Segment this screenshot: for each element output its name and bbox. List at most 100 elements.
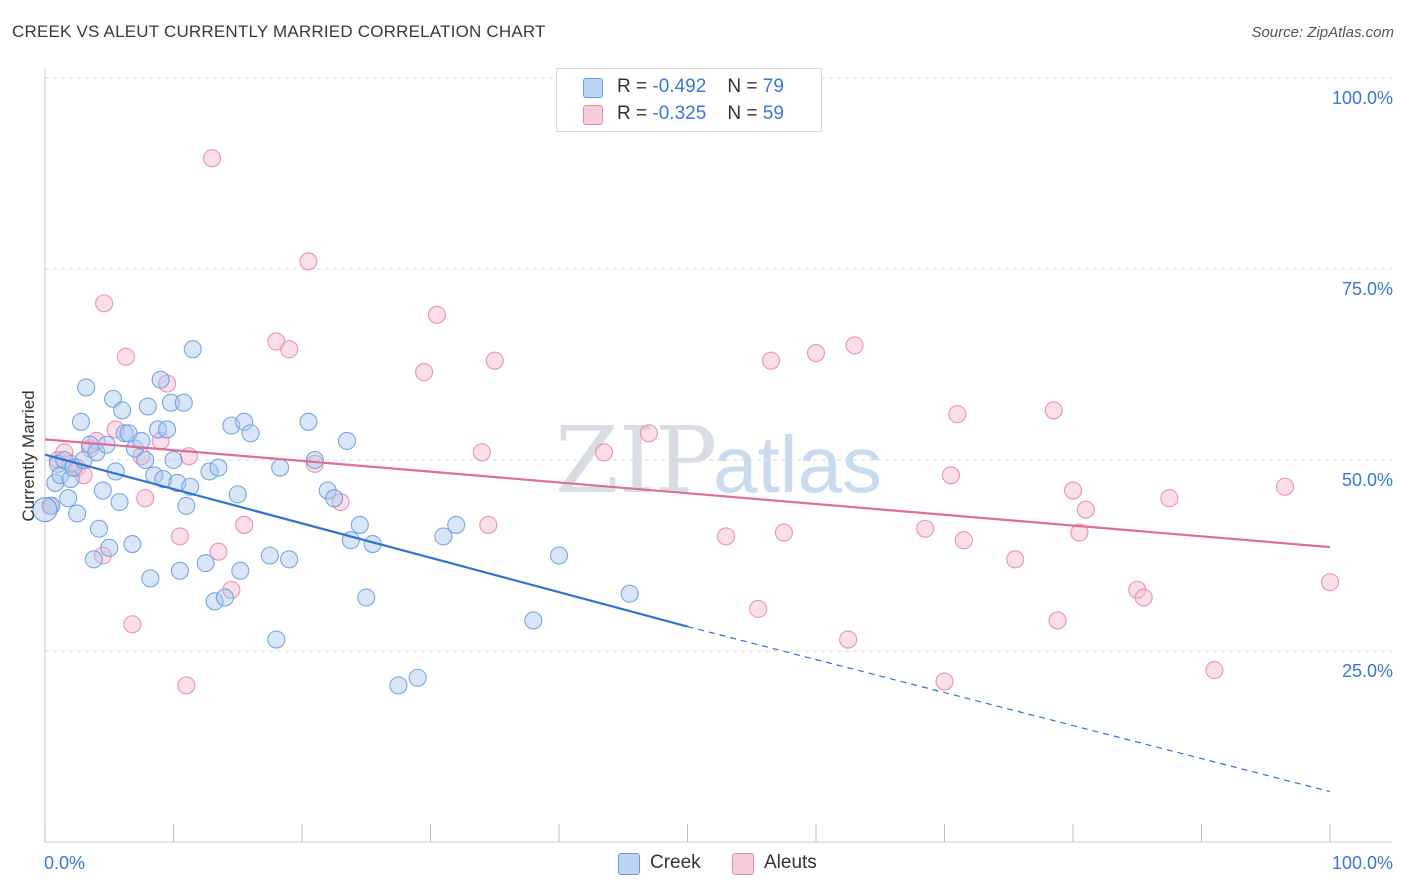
r-value: -0.492 — [652, 76, 707, 97]
aleuts-point — [948, 405, 967, 424]
aleuts-point — [749, 599, 768, 619]
aleuts-point — [1076, 500, 1095, 519]
watermark: ZIP atlas — [555, 407, 882, 514]
creek-trend-line — [44, 453, 688, 628]
creek-point — [138, 397, 157, 416]
creek-point — [32, 497, 58, 523]
x-tick-label-max: 100.0% — [1332, 853, 1393, 873]
n-label: N = — [727, 76, 758, 97]
creek-series — [32, 340, 639, 695]
aleuts-point — [427, 305, 446, 324]
aleuts-point — [1048, 611, 1067, 630]
aleuts-point — [845, 336, 864, 355]
creek-point — [524, 611, 543, 630]
r-label: R = — [617, 103, 648, 124]
creek-point — [164, 450, 183, 470]
creek-point — [59, 489, 78, 508]
creek-point — [170, 561, 189, 580]
legend-aleuts-text: R = -0.325 N = 59 — [617, 103, 784, 125]
creek-point — [235, 412, 254, 431]
creek-point — [71, 412, 91, 431]
aleuts-point — [594, 443, 614, 462]
creek-point — [110, 492, 129, 512]
creek-point — [350, 515, 369, 534]
aleuts-point — [305, 454, 324, 473]
source-label: Source: ZipAtlas.com — [1251, 24, 1394, 41]
creek-point — [196, 554, 215, 573]
creek-point — [174, 393, 193, 412]
aleuts-point — [1063, 481, 1083, 500]
aleuts-point — [1070, 523, 1089, 542]
aleuts-point — [95, 294, 114, 313]
watermark-atlas: atlas — [713, 420, 882, 509]
creek-point — [299, 412, 318, 431]
n-value: 79 — [762, 76, 784, 97]
creek-swatch — [618, 853, 640, 875]
creek-legend-label: Creek — [650, 852, 701, 873]
legend-creek-text: R = -0.492 N = 79 — [617, 76, 784, 98]
creek-point — [113, 401, 132, 420]
stats-legend: R = -0.492 N = 79 R = -0.325 N = 59 — [556, 68, 822, 132]
creek-point — [549, 546, 569, 565]
aleuts-point — [916, 519, 935, 538]
n-label: N = — [727, 103, 758, 124]
chart-title: CREEK VS ALEUT CURRENTLY MARRIED CORRELA… — [12, 22, 546, 41]
creek-point — [183, 340, 202, 359]
aleuts-point — [716, 527, 736, 546]
aleuts-point — [203, 149, 222, 168]
aleuts-point — [639, 424, 659, 443]
creek-point — [158, 420, 177, 439]
aleuts-point — [170, 527, 189, 546]
y-tick-label: 75.0% — [1342, 279, 1393, 299]
tick-labels: 100.0% 75.0% 50.0% 25.0% 0.0% 100.0% — [44, 88, 1393, 873]
creek-point — [132, 431, 151, 450]
x-tick-label-min: 0.0% — [44, 853, 85, 873]
creek-point — [205, 592, 224, 611]
creek-point — [151, 370, 170, 389]
creek-point — [434, 527, 453, 546]
y-tick-label: 100.0% — [1332, 88, 1393, 108]
aleuts-point — [136, 489, 155, 508]
creek-point — [318, 481, 337, 500]
creek-point — [136, 450, 155, 470]
creek-point — [77, 378, 96, 397]
creek-point — [215, 588, 234, 607]
aleuts-point — [1275, 477, 1295, 496]
aleuts-legend-label: Aleuts — [764, 852, 817, 873]
creek-point — [209, 458, 228, 477]
creek-point — [100, 538, 119, 557]
y-tick-label: 25.0% — [1342, 661, 1393, 681]
creek-point — [305, 450, 324, 470]
creek-point — [241, 424, 260, 443]
creek-point — [228, 485, 247, 504]
trend-lines — [44, 438, 1331, 793]
aleuts-trend-line — [44, 438, 1331, 549]
creek-point — [271, 458, 290, 477]
aleuts-point — [472, 443, 491, 462]
aleuts-swatch — [583, 105, 603, 125]
creek-point — [447, 515, 466, 534]
creek-swatch — [583, 78, 603, 98]
aleuts-point — [761, 351, 781, 370]
creek-point — [154, 470, 173, 489]
aleuts-point — [774, 523, 793, 542]
aleuts-point — [116, 347, 136, 366]
aleuts-swatch — [732, 853, 754, 875]
creek-point — [325, 489, 344, 508]
y-tick-label: 50.0% — [1342, 470, 1393, 490]
aleuts-point — [806, 343, 826, 363]
aleuts-point — [839, 630, 858, 649]
creek-point — [267, 630, 286, 649]
creek-point — [177, 496, 196, 515]
aleuts-point — [1134, 588, 1153, 607]
aleuts-point — [299, 252, 318, 271]
creek-point — [42, 496, 61, 515]
y-axis-label: Currently Married — [19, 390, 38, 521]
aleuts-point — [1160, 489, 1179, 508]
creek-point — [68, 504, 87, 523]
r-label: R = — [617, 76, 648, 97]
aleuts-point — [485, 351, 504, 370]
creek-point — [123, 534, 142, 554]
creek-point — [141, 569, 160, 588]
